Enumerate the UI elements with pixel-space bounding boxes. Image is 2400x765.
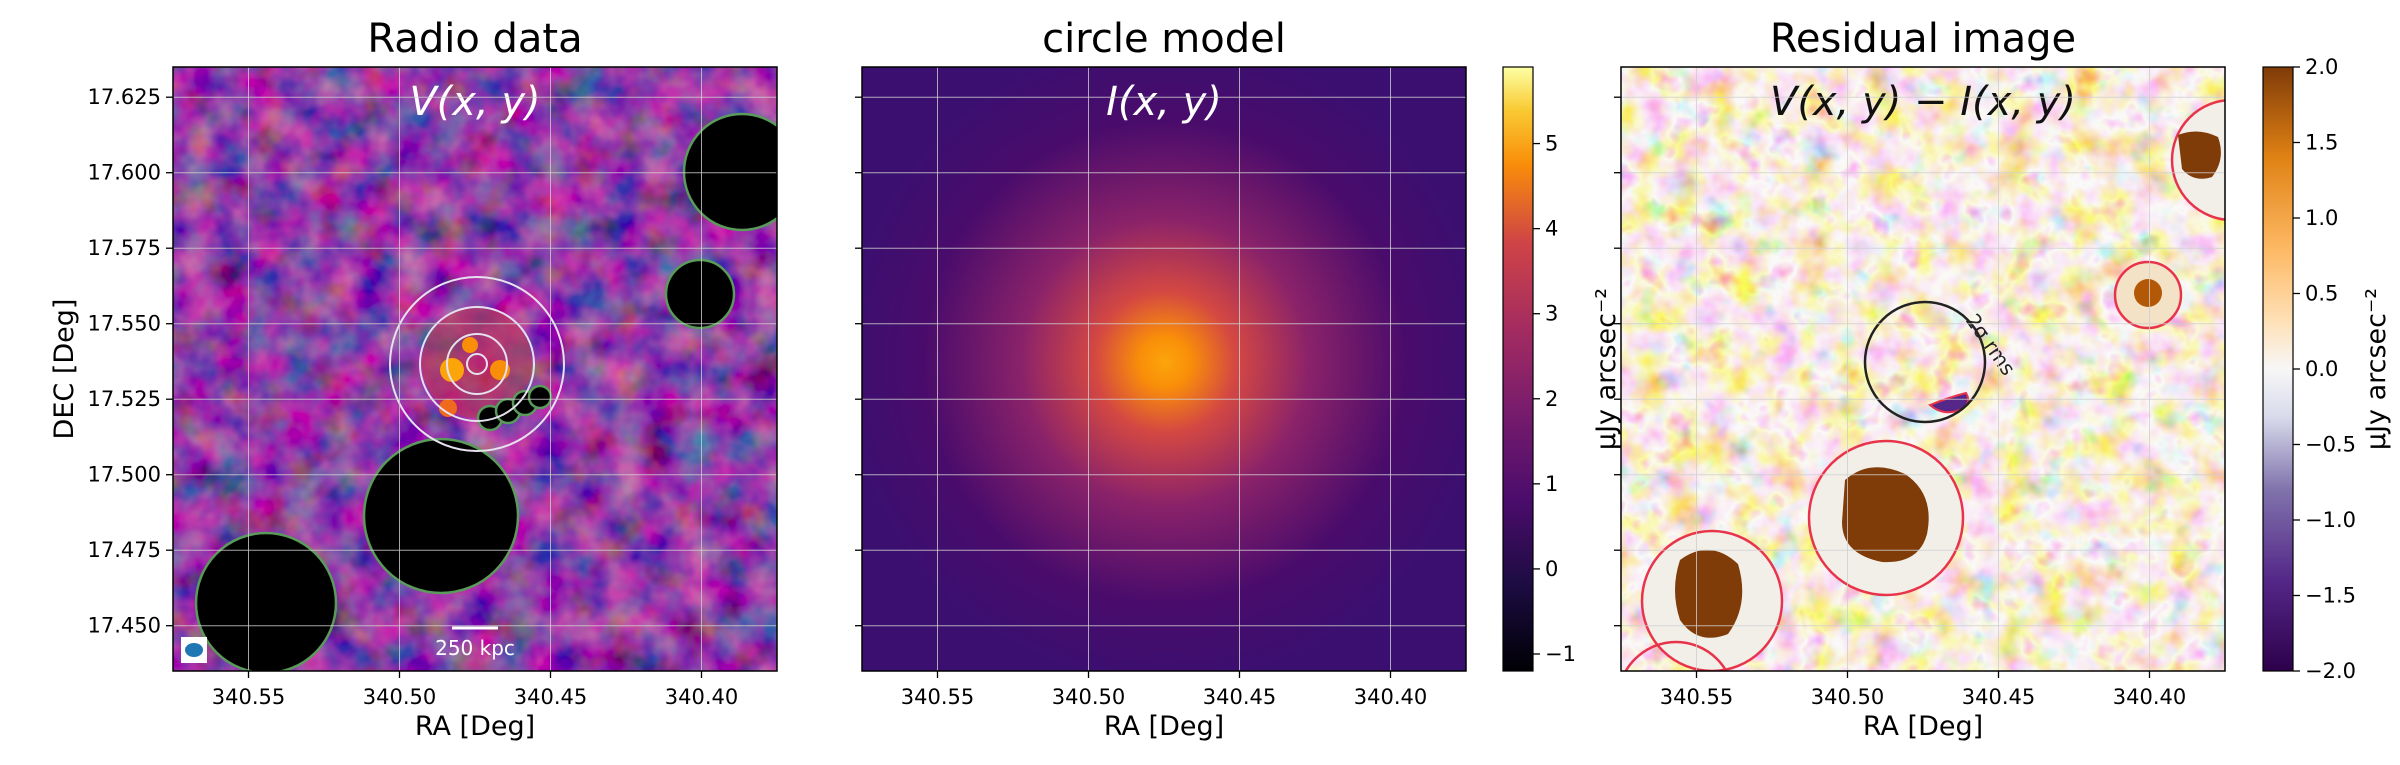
x-label-model: RA [Deg] [1104,711,1224,742]
y-tick-label: 17.500 [88,463,161,487]
colorbar-tick-label: 0.5 [2305,282,2338,306]
colorbar-tick-label: 2.0 [2305,55,2338,79]
panel-circle-model: circle model I(x, y) 340.55 340.50 340.45 3… [855,16,1622,742]
colorbar-tick-label: 3 [1545,302,1558,326]
colorbar-tick-label: 1 [1545,472,1558,496]
y-tick-label: 17.625 [88,85,161,109]
colorbar-tick-label: 1.0 [2305,206,2338,230]
scalebar-label: 250 kpc [435,636,515,660]
radio-image: 250 kpc V(x, y) [173,67,777,671]
x-label-radio: RA [Deg] [415,711,535,742]
panel-title-radio: Radio data [367,16,582,62]
grid-model [862,67,1466,671]
grid-residual [1621,67,2225,671]
y-ticks-residual [1614,96,1621,627]
colorbar-tick-label: 4 [1545,217,1558,241]
colorbar-tick-label: 0 [1545,557,1558,581]
x-label-residual: RA [Deg] [1863,711,1983,742]
colorbar-label-residual: μJy arcsec⁻² [2361,288,2392,450]
x-ticks-model: 340.55 340.50 340.45 340.40 [901,671,1427,709]
panel-title-model: circle model [1042,16,1286,62]
y-tick-label: 17.550 [88,312,161,336]
x-tick-label: 340.50 [1811,685,1884,709]
panel-residual: Residual image 2σ rms V(x, y) − I(x, y) … [1614,16,2392,742]
rms-circle [1863,300,1987,424]
y-tick-label: 17.575 [88,236,161,260]
x-tick-label: 340.45 [1962,685,2035,709]
colorbar-tick-label: 5 [1545,132,1558,156]
colorbar-tick-label: 2 [1545,387,1558,411]
colorbar-tick-label: 0.0 [2305,357,2338,381]
colorbar-tick-label: −1.0 [2305,508,2356,532]
x-tick-label: 340.40 [2113,685,2186,709]
colorbar-tick-label: −0.5 [2305,433,2356,457]
y-ticks-model [855,96,862,627]
x-tick-label: 340.50 [363,685,436,709]
annuli [389,276,565,452]
x-tick-label: 340.45 [1203,685,1276,709]
panel-title-residual: Residual image [1770,16,2076,62]
colorbar-model [1502,66,1534,672]
overlay-residual: V(x, y) − I(x, y) [1770,79,2076,125]
x-tick-label: 340.50 [1052,685,1125,709]
axes-frame [1620,66,2226,672]
beam-ellipse [185,643,203,657]
y-tick-label: 17.525 [88,387,161,411]
colorbar-tick-label: −2.0 [2305,659,2356,683]
y-label-radio: DEC [Deg] [49,299,80,440]
colorbar-tick-label: −1.5 [2305,584,2356,608]
masked-sources-blob [476,384,553,432]
y-tick-label: 17.450 [88,614,161,638]
grid-radio [173,67,777,671]
axes-frame [172,66,778,672]
y-tick-label: 17.475 [88,538,161,562]
x-ticks-residual: 340.55 340.50 340.45 340.40 [1660,671,2186,709]
x-tick-label: 340.55 [901,685,974,709]
overlay-v: V(x, y) [409,79,540,125]
colorbar-tick-label: −1 [1545,642,1576,666]
model-image: I(x, y) [862,67,1466,671]
x-ticks-radio: 340.55 340.50 340.45 340.40 [212,671,738,709]
colorbar-residual [2262,66,2294,672]
colorbar-ticks-residual: 2.0 1.5 1.0 0.5 0.0 −0.5 −1.0 −1.5 −2.0 [2293,55,2356,683]
axes-frame [861,66,1467,672]
colorbar-label-model: μJy arcsec⁻² [1591,288,1622,450]
colorbar-ticks-model: 5 4 3 2 1 0 −1 [1533,132,1576,666]
x-tick-label: 340.45 [514,685,587,709]
colorbar-tick-label: 1.5 [2305,131,2338,155]
residual-image: 2σ rms V(x, y) − I(x, y) [1621,67,2225,671]
x-tick-label: 340.55 [212,685,285,709]
x-tick-label: 340.55 [1660,685,1733,709]
y-ticks-radio: 17.450 17.475 17.500 17.525 17.550 17.575 17.6… [88,85,173,638]
panel-radio-data: Radio data [49,16,778,742]
x-tick-label: 340.40 [1354,685,1427,709]
overlay-i: I(x, y) [1106,79,1222,125]
x-tick-label: 340.40 [665,685,738,709]
y-tick-label: 17.600 [88,161,161,185]
